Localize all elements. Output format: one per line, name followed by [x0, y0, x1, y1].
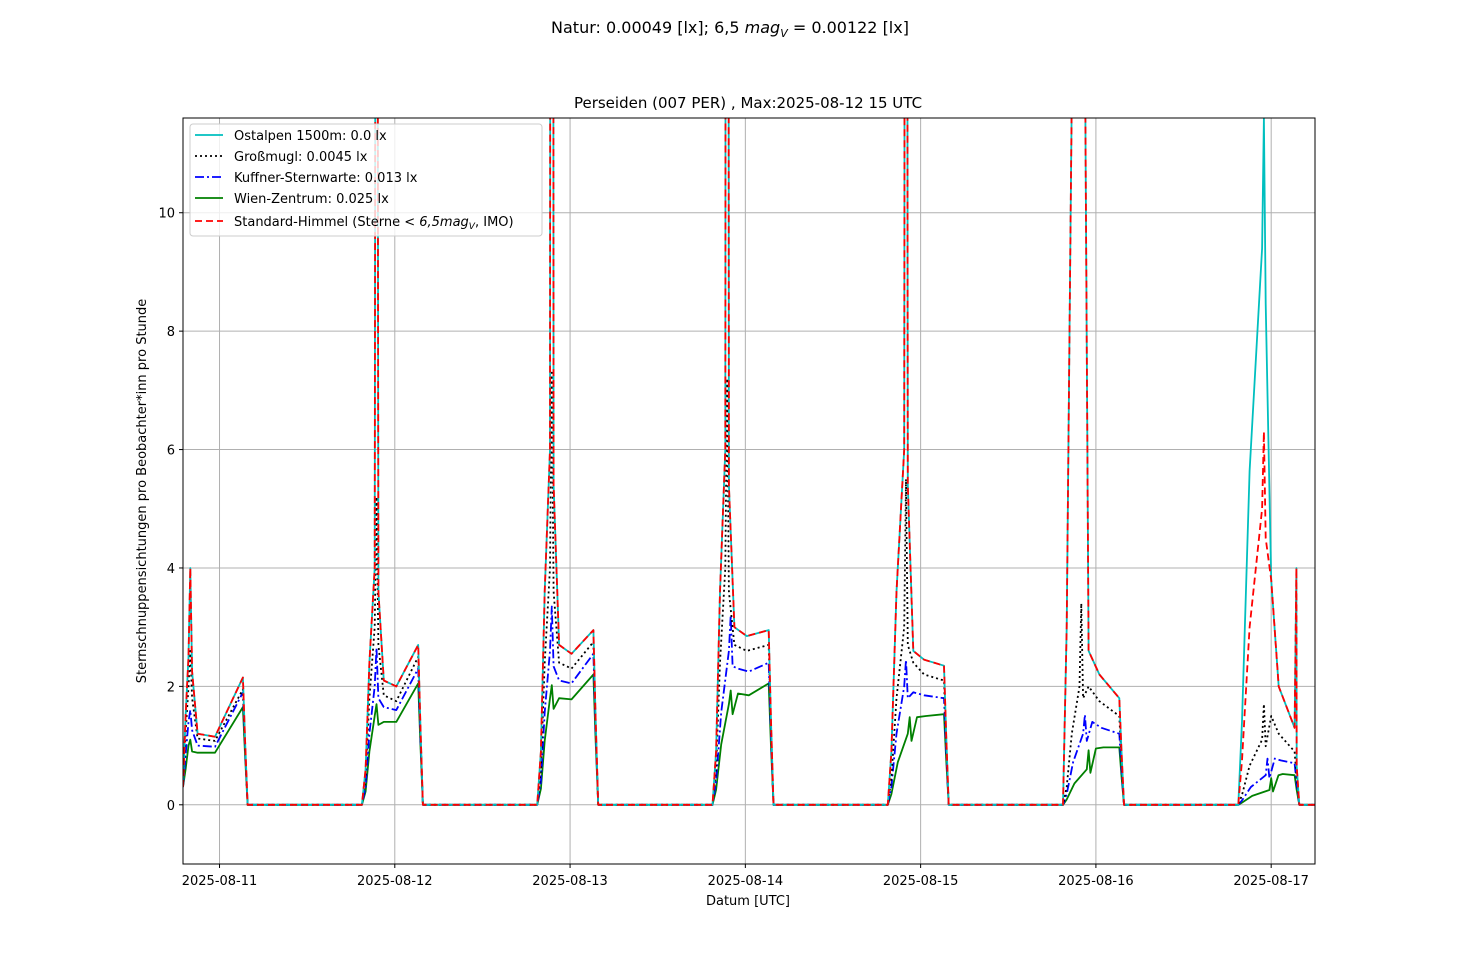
- legend: Ostalpen 1500m: 0.0 lx Großmugl: 0.0045 …: [189, 123, 543, 237]
- x-tick-label: 2025-08-15: [883, 874, 959, 889]
- y-tick-label: 4: [167, 562, 175, 577]
- legend-label-ostalpen: Ostalpen 1500m: 0.0 lx: [234, 129, 387, 144]
- legend-label-grossmugl: Großmugl: 0.0045 lx: [234, 150, 368, 165]
- x-tick-label: 2025-08-11: [182, 874, 258, 889]
- series-line-kuffner: [183, 605, 1315, 806]
- y-tick-label: 10: [158, 207, 175, 222]
- legend-label-standard: Standard-Himmel (Sterne < 6,5magV, IMO): [234, 215, 514, 232]
- legend-frame: [189, 123, 543, 237]
- y-tick-label: 8: [167, 325, 175, 340]
- legend-label-wien: Wien-Zentrum: 0.025 lx: [234, 192, 389, 207]
- x-axis-label: Datum [UTC]: [706, 894, 790, 909]
- series-line-wien: [183, 673, 1315, 806]
- series-group: [183, 118, 1315, 806]
- x-tick-label: 2025-08-12: [357, 874, 433, 889]
- y-axis-label: Sternschnuppensichtungen pro Beobachter*…: [135, 299, 150, 684]
- y-ticks: 0 2 4 6 8 10: [158, 207, 183, 814]
- x-tick-label: 2025-08-14: [708, 874, 784, 889]
- legend-label-kuffner: Kuffner-Sternwarte: 0.013 lx: [234, 171, 418, 186]
- plot-frame: [182, 117, 1316, 865]
- series-line-ostalpen: [183, 118, 1315, 806]
- x-ticks: 2025-08-11 2025-08-12 2025-08-13 2025-08-14…: [182, 864, 1309, 889]
- grid-lines: [183, 118, 1315, 864]
- chart-title: Perseiden (007 PER) , Max:2025-08-12 15 …: [574, 94, 922, 112]
- x-tick-label: 2025-08-16: [1058, 874, 1134, 889]
- y-tick-label: 2: [167, 680, 175, 695]
- series-line-grossmugl: [183, 371, 1315, 806]
- figure-suptitle: Natur: 0.00049 [lx]; 6,5 magV = 0.00122 …: [551, 18, 909, 40]
- x-tick-label: 2025-08-17: [1233, 874, 1309, 889]
- x-tick-label: 2025-08-13: [532, 874, 608, 889]
- y-tick-label: 6: [167, 444, 175, 459]
- series-line-standard: [183, 118, 1315, 806]
- y-tick-label: 0: [167, 799, 175, 814]
